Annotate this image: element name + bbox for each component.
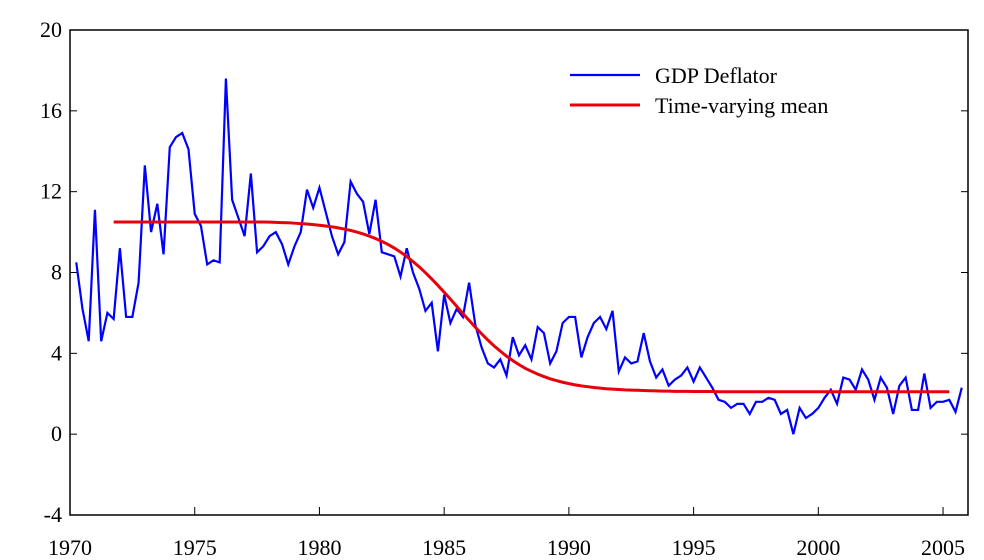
x-tick-label: 1995: [672, 535, 716, 560]
x-tick-label: 2005: [921, 535, 965, 560]
y-tick-label: 12: [40, 179, 62, 204]
y-tick-label: 0: [51, 421, 62, 446]
legend-label: GDP Deflator: [655, 63, 778, 88]
x-tick-label: 1985: [422, 535, 466, 560]
data-line: [113, 220, 950, 394]
x-tick-label: 1975: [173, 535, 217, 560]
y-tick-label: 8: [51, 260, 62, 285]
x-tick-label: 1990: [547, 535, 591, 560]
legend-label: Time-varying mean: [655, 93, 828, 118]
y-tick-label: 16: [40, 98, 62, 123]
y-tick-label: 4: [51, 340, 62, 365]
data-line: [75, 78, 963, 435]
y-tick-label: 20: [40, 17, 62, 42]
x-tick-label: 2000: [796, 535, 840, 560]
x-tick-label: 1980: [297, 535, 341, 560]
x-tick-label: 1970: [48, 535, 92, 560]
y-tick-label: -4: [44, 502, 62, 527]
plot-frame: [69, 29, 969, 516]
